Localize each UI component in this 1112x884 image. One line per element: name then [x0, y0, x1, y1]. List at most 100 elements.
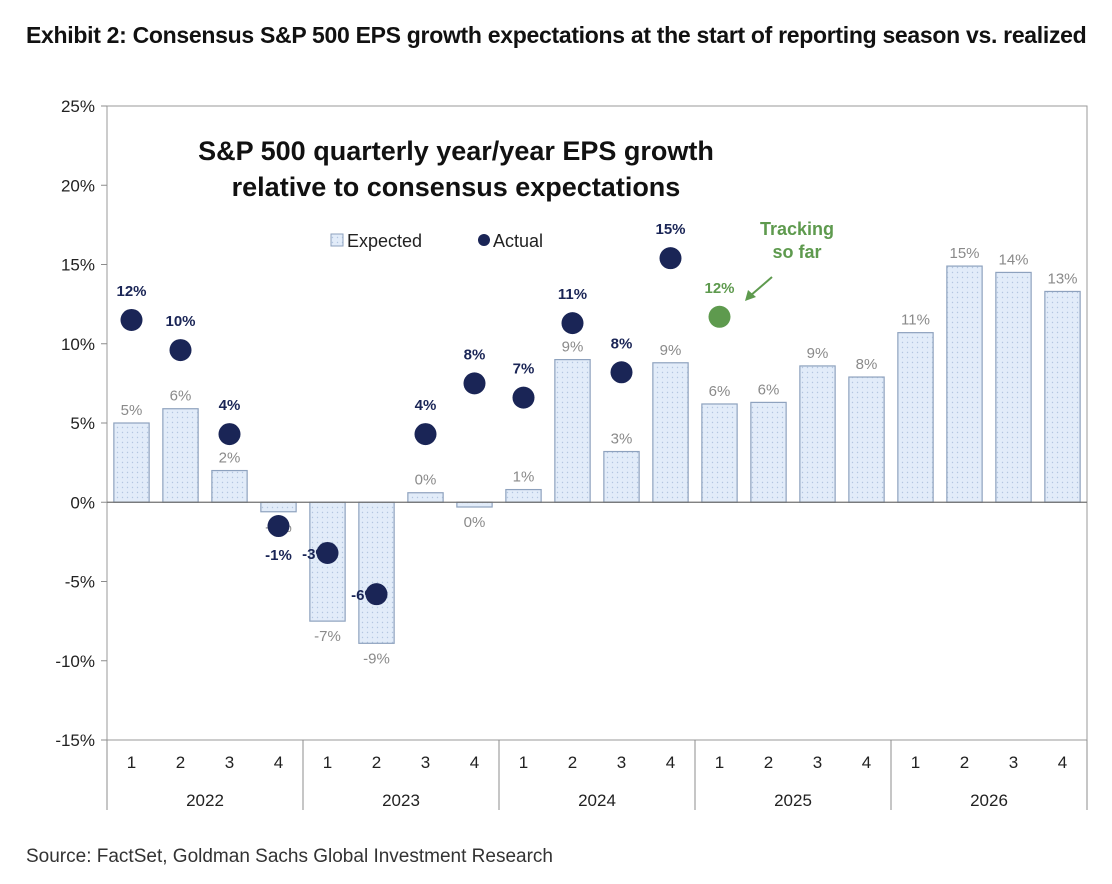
- expected-bar: [260, 501, 297, 513]
- tracking-actual-label: 12%: [704, 280, 734, 297]
- actual-dot: [365, 583, 388, 606]
- actual-dot: [120, 308, 143, 331]
- actual-label: 4%: [219, 397, 241, 414]
- year-label: 2026: [970, 791, 1008, 810]
- year-label: 2023: [382, 791, 420, 810]
- y-tick-label: 0%: [70, 493, 95, 512]
- tracking-annotation-line1: Tracking: [760, 219, 834, 239]
- x-tick-label: 3: [225, 753, 234, 772]
- actual-label: 15%: [655, 221, 685, 238]
- chart-title-line2: relative to consensus expectations: [232, 172, 681, 202]
- expected-label: 9%: [807, 345, 829, 362]
- expected-label: 6%: [170, 388, 192, 405]
- expected-bar: [750, 401, 787, 503]
- x-tick-label: 3: [1009, 753, 1018, 772]
- x-tick-label: 4: [274, 753, 283, 772]
- x-tick-label: 3: [617, 753, 626, 772]
- y-tick-label: 10%: [61, 335, 95, 354]
- expected-bar: [554, 359, 591, 503]
- y-tick-label: 20%: [61, 176, 95, 195]
- x-tick-label: 2: [960, 753, 969, 772]
- x-tick-label: 2: [372, 753, 381, 772]
- expected-label: 3%: [611, 431, 633, 448]
- x-tick-label: 2: [176, 753, 185, 772]
- actual-label: 12%: [116, 283, 146, 300]
- expected-bar: [162, 408, 199, 503]
- tracking-arrowhead: [745, 290, 756, 301]
- actual-dot: [463, 372, 486, 395]
- expected-bar: [505, 488, 542, 503]
- tracking-annotation-line2: so far: [772, 242, 821, 262]
- x-tick-label: 4: [862, 753, 871, 772]
- actual-dot: [610, 361, 633, 384]
- expected-bar: [456, 501, 493, 508]
- expected-label: 1%: [513, 469, 535, 486]
- actual-dot: [218, 423, 241, 446]
- x-tick-label: 3: [813, 753, 822, 772]
- actual-dot: [414, 423, 437, 446]
- actual-dot: [169, 339, 192, 362]
- actual-label: 8%: [611, 335, 633, 352]
- expected-bar: [995, 271, 1032, 503]
- expected-label: 11%: [901, 312, 930, 329]
- x-tick-label: 2: [568, 753, 577, 772]
- expected-label: 14%: [998, 251, 1028, 268]
- x-tick-label: 1: [127, 753, 136, 772]
- expected-label: 9%: [660, 342, 682, 359]
- expected-label: -7%: [314, 628, 341, 645]
- legend-expected-label: Expected: [347, 231, 422, 251]
- expected-label: 5%: [121, 402, 143, 419]
- x-tick-label: 1: [519, 753, 528, 772]
- expected-bar: [407, 492, 444, 503]
- expected-label: 15%: [949, 245, 979, 262]
- expected-bar: [358, 501, 395, 644]
- expected-label: 0%: [415, 472, 437, 489]
- actual-dot: [512, 386, 535, 409]
- expected-bar: [652, 362, 689, 503]
- expected-bar: [848, 376, 885, 503]
- y-tick-label: -5%: [65, 573, 95, 592]
- year-label: 2024: [578, 791, 616, 810]
- actual-label: 8%: [464, 346, 486, 363]
- expected-bar: [897, 332, 934, 503]
- actual-dot: [659, 247, 682, 270]
- expected-bar: [113, 422, 150, 503]
- actual-label: 11%: [558, 286, 587, 303]
- expected-label: 6%: [709, 383, 731, 400]
- year-label: 2022: [186, 791, 224, 810]
- actual-label: 4%: [415, 397, 437, 414]
- y-tick-label: -10%: [55, 652, 95, 671]
- legend: Expected Actual: [330, 231, 543, 251]
- tracking-annotation: Tracking so far: [745, 219, 834, 301]
- x-tick-label: 1: [911, 753, 920, 772]
- tracking-arrow: [749, 276, 773, 297]
- legend-actual-swatch: [478, 234, 490, 246]
- expected-label: 0%: [464, 514, 486, 531]
- expected-bar: [211, 469, 248, 503]
- y-tick-label: 15%: [61, 256, 95, 275]
- expected-bar: [946, 265, 983, 503]
- x-tick-label: 4: [666, 753, 675, 772]
- expected-label: 9%: [562, 339, 584, 356]
- expected-label: 8%: [856, 356, 878, 373]
- actual-label: -1%: [265, 547, 292, 564]
- expected-label: 6%: [758, 381, 780, 398]
- y-tick-label: 5%: [70, 414, 95, 433]
- actual-dot: [267, 515, 290, 538]
- legend-actual-label: Actual: [493, 231, 543, 251]
- x-tick-label: 4: [470, 753, 479, 772]
- expected-bar: [1044, 290, 1081, 503]
- chart-title-line1: S&P 500 quarterly year/year EPS growth: [198, 136, 714, 166]
- x-tick-label: 2: [764, 753, 773, 772]
- source-note: Source: FactSet, Goldman Sachs Global In…: [26, 846, 553, 867]
- y-tick-label: 25%: [61, 97, 95, 116]
- expected-bar: [701, 403, 738, 503]
- actual-label: 10%: [165, 313, 195, 330]
- x-tick-label: 1: [323, 753, 332, 772]
- actual-dot: [561, 312, 584, 335]
- tracking-actual-dot: [708, 305, 731, 328]
- actual-label: 7%: [513, 361, 535, 378]
- expected-label: 2%: [219, 450, 241, 467]
- expected-bar: [799, 365, 836, 503]
